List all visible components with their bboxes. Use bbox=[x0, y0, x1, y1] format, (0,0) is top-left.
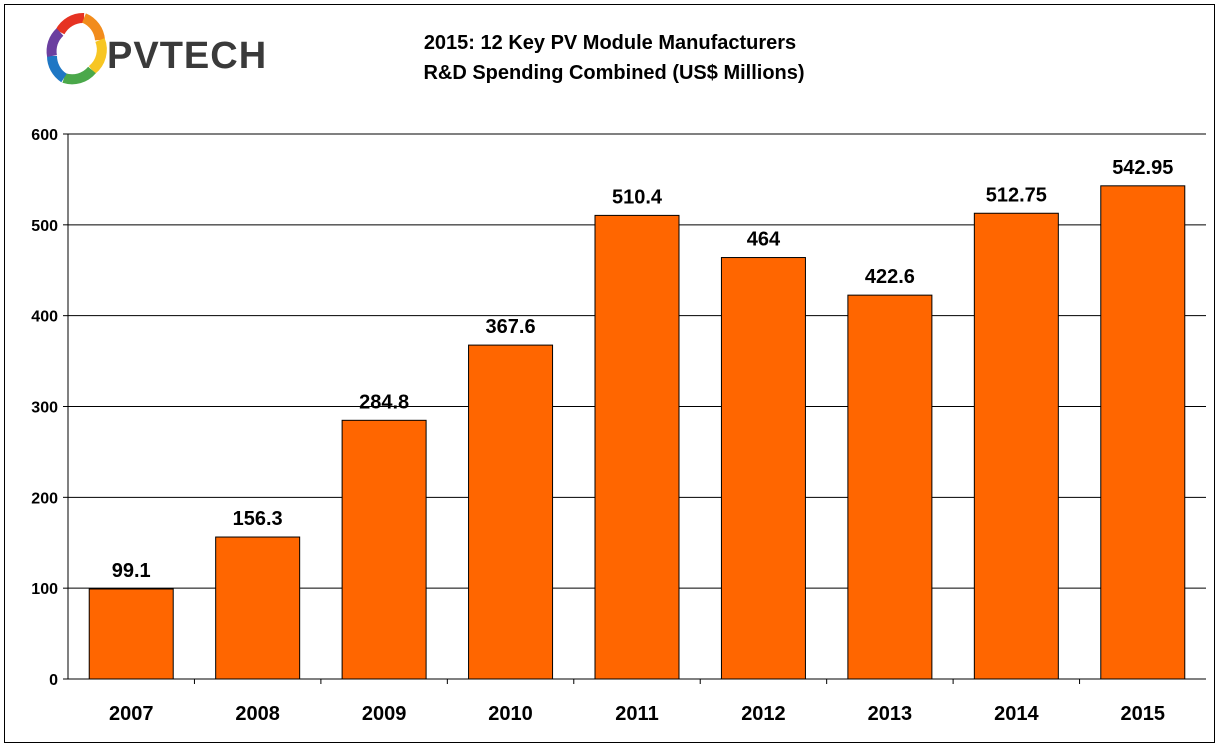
bar-2007 bbox=[88, 588, 174, 680]
x-tick-label: 2011 bbox=[615, 703, 658, 725]
x-tick-label: 2009 bbox=[362, 703, 407, 725]
bar-2009 bbox=[341, 419, 427, 680]
x-tick-label: 2007 bbox=[109, 703, 154, 725]
x-tick-label: 2008 bbox=[235, 703, 280, 725]
chart-title: 2015: 12 Key PV Module Manufacturers bbox=[424, 32, 796, 54]
logo-text: PVTECH bbox=[107, 35, 267, 77]
x-tick-label: 2012 bbox=[741, 703, 786, 725]
y-tick-label: 500 bbox=[31, 218, 58, 235]
x-tick-label: 2013 bbox=[868, 703, 913, 725]
data-label-2014: 512.75 bbox=[986, 184, 1047, 206]
data-label-2015: 542.95 bbox=[1112, 157, 1173, 179]
x-axis-ticks: 2007 2008 2009 2010 2011 2012 2013 2014 2015 bbox=[109, 703, 1165, 725]
data-labels: 99.1 156.3 284.8 367.6 510.4 464 422.6 512.75 54… bbox=[112, 157, 1174, 582]
x-tick-label: 2014 bbox=[994, 703, 1039, 725]
y-tick-label: 200 bbox=[31, 490, 58, 507]
y-tick-label: 600 bbox=[31, 127, 58, 144]
pvtech-logo: PVTECH bbox=[46, 13, 267, 85]
bar-2012 bbox=[720, 257, 806, 680]
bar-2013 bbox=[847, 294, 933, 680]
data-label-2008: 156.3 bbox=[233, 508, 283, 530]
y-axis-ticks: 0 100 200 300 400 500 600 bbox=[31, 127, 58, 689]
bar-2010 bbox=[468, 344, 554, 680]
y-tick-label: 400 bbox=[31, 309, 58, 326]
x-tick-label: 2010 bbox=[488, 703, 533, 725]
bar-2015 bbox=[1100, 185, 1186, 680]
chart-subtitle: R&D Spending Combined (US$ Millions) bbox=[423, 62, 804, 84]
data-label-2007: 99.1 bbox=[112, 560, 151, 582]
data-label-2009: 284.8 bbox=[359, 391, 409, 413]
bar-2008 bbox=[215, 536, 301, 680]
data-label-2010: 367.6 bbox=[486, 316, 536, 338]
y-tick-label: 0 bbox=[49, 672, 58, 689]
x-tick-label: 2015 bbox=[1121, 703, 1166, 725]
y-tick-label: 100 bbox=[31, 581, 58, 598]
bar-2011 bbox=[594, 214, 680, 680]
bar-2014 bbox=[973, 212, 1059, 680]
data-label-2013: 422.6 bbox=[865, 266, 915, 288]
data-label-2012: 464 bbox=[747, 229, 781, 251]
bars bbox=[88, 185, 1186, 680]
y-tick-label: 300 bbox=[31, 400, 58, 417]
logo-ring-icon bbox=[46, 13, 107, 85]
data-label-2011: 510.4 bbox=[612, 186, 663, 208]
